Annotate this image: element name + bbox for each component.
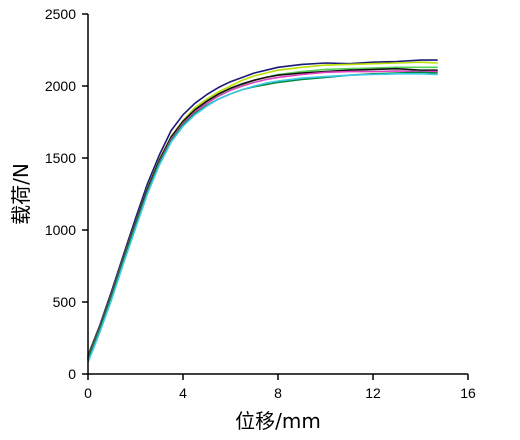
y-tick-label: 1500 (45, 150, 76, 166)
x-tick-label: 16 (460, 385, 476, 401)
x-tick-label: 8 (274, 385, 282, 401)
y-tick-label: 2500 (45, 6, 76, 22)
series-line-1 (87, 59, 438, 357)
series-lines (87, 59, 438, 364)
y-axis-ticks: 0 500 1000 1500 2000 2500 (45, 6, 88, 382)
x-axis-title: 位移/mm (235, 409, 321, 433)
series-line-7 (87, 73, 438, 364)
x-tick-label: 0 (84, 385, 92, 401)
y-axis-title: 载荷/N (9, 163, 33, 225)
y-tick-label: 2000 (45, 78, 76, 94)
x-tick-label: 12 (365, 385, 381, 401)
x-tick-label: 4 (179, 385, 187, 401)
y-tick-label: 1000 (45, 222, 76, 238)
y-tick-label: 500 (53, 294, 77, 310)
x-axis-ticks: 0 4 8 12 16 (84, 374, 476, 401)
y-tick-label: 0 (68, 366, 76, 382)
